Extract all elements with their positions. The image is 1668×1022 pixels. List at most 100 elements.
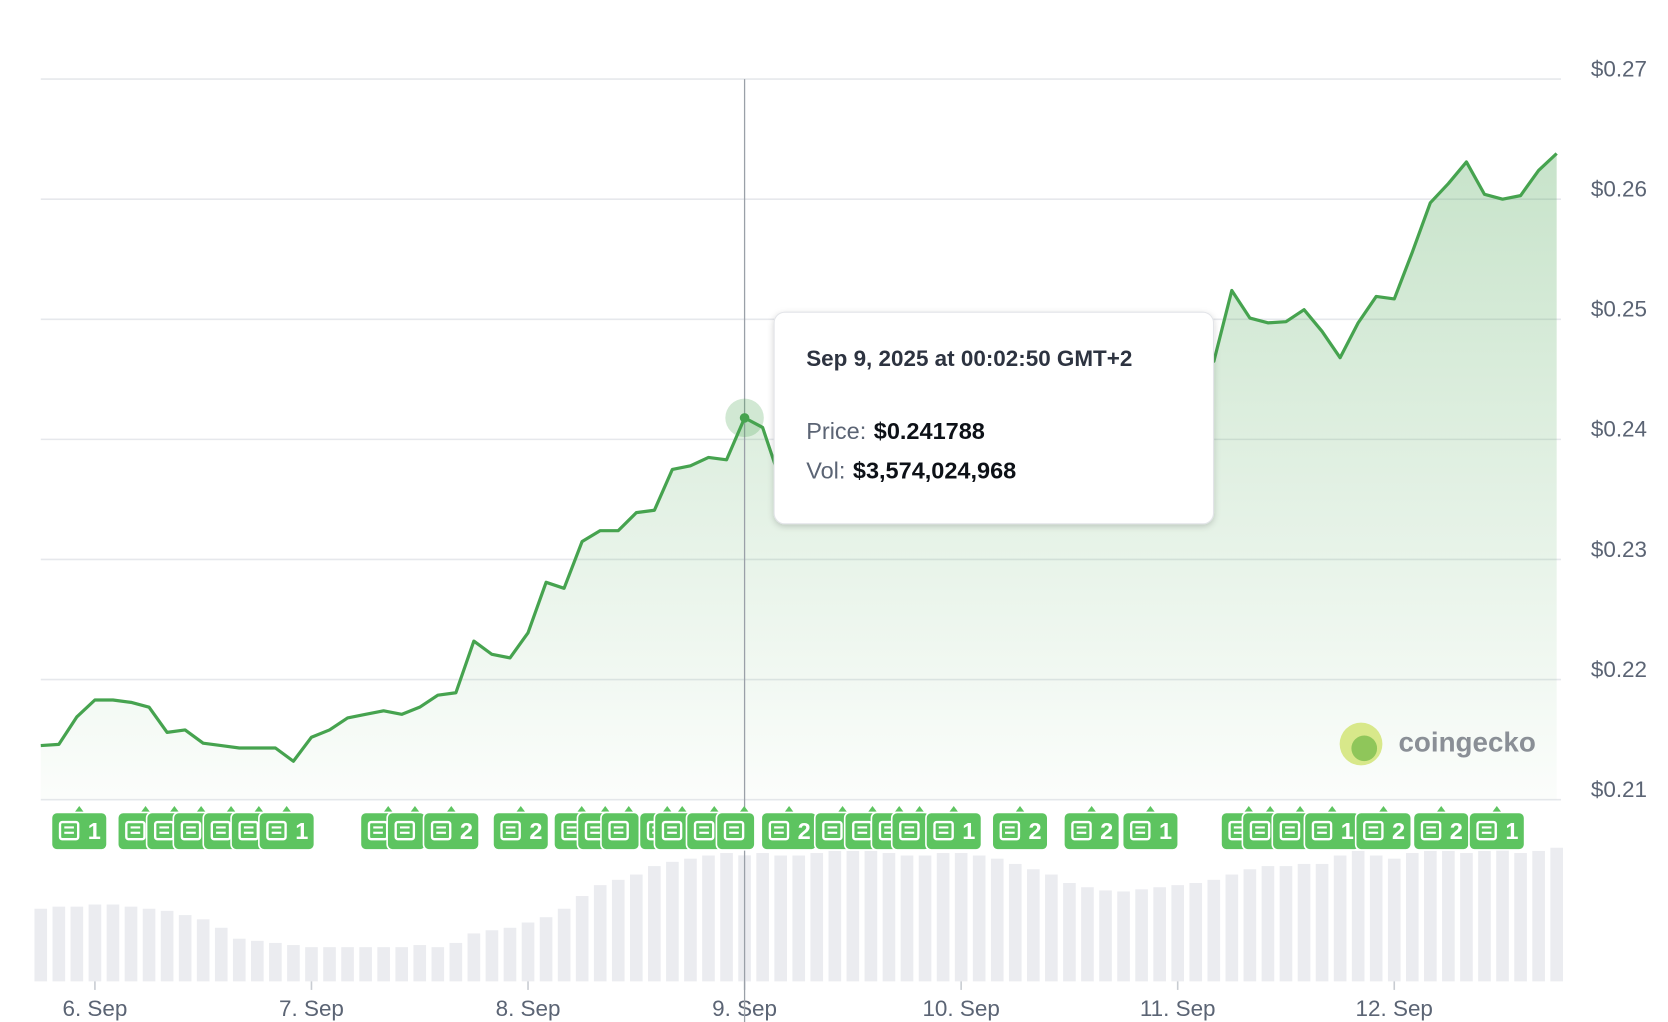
volume-bar (287, 945, 300, 982)
news-badge[interactable]: 2 (1412, 806, 1470, 851)
x-tick-label: 10. Sep (922, 996, 999, 1021)
news-badge[interactable] (890, 806, 932, 851)
volume-bar (1099, 890, 1112, 982)
volume-bar (359, 947, 372, 982)
volume-bar (323, 947, 336, 982)
volume-bar (774, 855, 787, 982)
news-badge[interactable] (813, 806, 855, 851)
news-badge[interactable] (1241, 806, 1282, 851)
news-badge[interactable]: 1 (50, 806, 108, 851)
volume-bar (1243, 869, 1257, 982)
news-badge[interactable] (172, 806, 213, 851)
news-icon (1311, 820, 1333, 841)
news-count: 2 (1450, 818, 1463, 844)
volume-bar (629, 874, 643, 982)
volume-bar (196, 919, 210, 982)
volume-bar (1135, 889, 1148, 982)
volume-bar (1045, 874, 1058, 982)
volume-bar (1153, 887, 1166, 982)
volume-bar (539, 917, 553, 982)
volume-bar (52, 906, 66, 982)
news-icon (933, 820, 954, 841)
volume-bar (377, 947, 390, 982)
news-badge[interactable]: 2 (760, 806, 818, 851)
x-tick-label: 11. Sep (1140, 996, 1216, 1021)
volume-bar (1532, 850, 1545, 982)
volume-bar (160, 910, 174, 982)
news-icon (1363, 820, 1384, 841)
news-icon (1130, 820, 1151, 841)
news-badge[interactable] (1271, 806, 1312, 851)
news-badge[interactable]: 2 (1354, 806, 1413, 851)
news-badge[interactable]: 1 (1468, 806, 1526, 851)
volume-bar (413, 945, 427, 982)
volume-bar (1442, 850, 1455, 982)
news-count: 2 (460, 818, 473, 844)
hover-point (739, 413, 750, 423)
news-count: 2 (1392, 818, 1405, 844)
volume-bar (485, 930, 499, 982)
volume-bar (575, 896, 589, 982)
volume-bar (1027, 869, 1040, 982)
volume-bar (1189, 883, 1203, 982)
volume-bar (341, 947, 354, 982)
volume-bar (106, 904, 120, 982)
volume-bar (178, 915, 192, 982)
volume-bar (269, 942, 282, 982)
y-tick-label: $0.24 (1591, 417, 1647, 442)
news-badge[interactable]: 1 (1121, 806, 1180, 851)
volume-bar (720, 853, 733, 982)
volume-bar (954, 853, 968, 982)
news-icon (723, 820, 745, 841)
volume-bar (449, 942, 463, 982)
volume-bar (972, 855, 986, 982)
y-tick-label: $0.25 (1591, 297, 1647, 322)
news-badge[interactable]: 2 (422, 806, 480, 851)
volume-bar (1117, 891, 1130, 982)
news-badge[interactable]: 1 (1303, 806, 1361, 851)
volume-bar (305, 947, 318, 982)
volume-bar (88, 904, 102, 982)
news-icon (999, 820, 1021, 841)
news-count: 2 (1029, 818, 1042, 844)
news-badge[interactable] (715, 806, 756, 851)
volume-bar (1261, 866, 1275, 982)
x-tick-label: 6. Sep (62, 996, 127, 1021)
news-icon (1279, 820, 1301, 841)
badge-box (715, 811, 756, 851)
news-badge[interactable] (600, 806, 641, 851)
volume-bar (214, 927, 228, 982)
news-badge[interactable]: 2 (991, 806, 1049, 851)
volume-bar (1550, 847, 1563, 982)
y-tick-label: $0.21 (1591, 777, 1647, 802)
volume-bar (900, 855, 914, 982)
volume-bar (828, 850, 842, 982)
news-badge[interactable]: 1 (258, 806, 316, 851)
volume-bar (882, 853, 896, 982)
news-badge[interactable] (386, 806, 427, 851)
watermark: coingecko (1398, 726, 1535, 757)
x-tick-label: 8. Sep (496, 996, 561, 1021)
news-badge[interactable]: 1 (925, 806, 983, 851)
volume-bar (232, 938, 246, 982)
news-count: 1 (88, 818, 101, 844)
volume-bar (1424, 850, 1437, 982)
news-badge[interactable]: 2 (492, 806, 550, 851)
news-badge[interactable] (685, 806, 726, 851)
news-badge[interactable]: 2 (1063, 806, 1121, 851)
volume-bar (1405, 853, 1419, 982)
volume-bar (124, 906, 138, 982)
news-icon (125, 820, 146, 841)
news-icon (899, 820, 920, 841)
volume-bar (864, 850, 878, 982)
volume-bar (1496, 848, 1509, 982)
tooltip: Sep 9, 2025 at 00:02:50 GMT+2 Price: $0.24… (773, 311, 1215, 525)
news-count: 1 (1505, 818, 1518, 844)
badge-box (890, 811, 932, 851)
tooltip-row: Price: $0.241788 (806, 418, 985, 444)
tooltip-box (773, 311, 1215, 525)
news-icon (768, 820, 790, 841)
y-tick-label: $0.22 (1591, 657, 1647, 682)
news-badge[interactable] (653, 806, 694, 851)
volume-bar (846, 850, 860, 982)
